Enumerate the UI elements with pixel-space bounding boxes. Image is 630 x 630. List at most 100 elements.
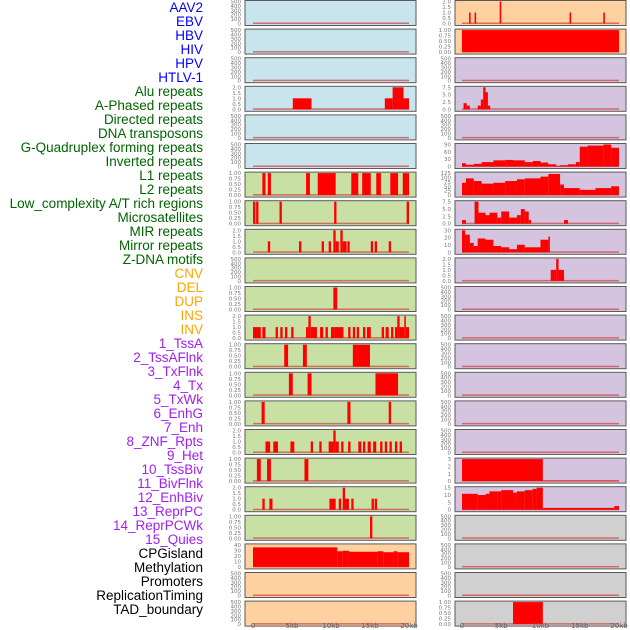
data-bar	[513, 602, 543, 625]
data-bar	[342, 550, 349, 567]
y-tick-label: 400	[441, 519, 452, 525]
y-tick-label: 500	[441, 114, 452, 120]
x-tick-label: 15kb	[571, 622, 589, 630]
data-bar	[497, 491, 502, 510]
panel-background	[244, 257, 417, 284]
panel-background	[454, 543, 627, 570]
data-bar	[501, 211, 510, 224]
data-bar	[483, 87, 486, 110]
baseline	[253, 22, 409, 24]
y-tick-label: 50	[444, 184, 451, 190]
data-bar	[477, 238, 486, 253]
panel-background	[454, 343, 627, 370]
data-bar	[345, 498, 349, 510]
panel-background	[244, 57, 417, 84]
track-label: Inverted repeats	[105, 154, 203, 169]
baseline	[253, 51, 409, 53]
data-bar	[348, 441, 351, 453]
baseline	[253, 480, 409, 482]
data-bar	[362, 441, 366, 453]
data-bar	[366, 327, 371, 339]
data-bar	[485, 92, 488, 110]
panel-background	[244, 314, 417, 341]
y-tick-label: 300	[231, 66, 242, 72]
y-tick-label: 1.0	[232, 239, 241, 245]
y-tick-label: 0.0	[442, 107, 451, 113]
y-tick-label: 200	[441, 385, 452, 391]
data-bar	[383, 552, 394, 567]
y-tick-label: 100	[441, 332, 452, 338]
y-tick-label: 100	[231, 132, 242, 138]
data-bar	[335, 241, 339, 253]
panel-background	[244, 600, 417, 627]
y-tick-label: 0.25	[229, 216, 242, 222]
y-tick-label: 1.0	[232, 497, 241, 503]
y-tick-label: 25	[444, 189, 451, 195]
y-tick-label: 300	[441, 523, 452, 529]
y-tick-label: 2.0	[232, 429, 241, 435]
y-tick-label: 300	[441, 380, 452, 386]
y-tick-label: 2.5	[442, 214, 451, 220]
y-tick-label: 0	[238, 594, 242, 600]
y-tick-label: 1.00	[229, 200, 242, 206]
data-bar	[394, 441, 398, 453]
data-bar	[569, 12, 572, 24]
y-tick-label: 0.00	[229, 365, 242, 371]
data-bar	[302, 344, 307, 367]
data-bar	[556, 258, 559, 281]
data-bar	[480, 99, 484, 110]
y-tick-label: 200	[231, 585, 242, 591]
y-tick-label: 0.0	[442, 222, 451, 228]
data-bar	[333, 287, 338, 310]
y-tick-label: 0	[238, 565, 242, 571]
data-bar	[371, 498, 374, 510]
data-bar	[306, 173, 310, 196]
data-bar	[328, 241, 331, 253]
y-tick-label: 0.0	[442, 22, 451, 28]
data-bar	[334, 201, 337, 224]
data-bar	[390, 173, 399, 196]
baseline	[253, 394, 409, 396]
data-bar	[505, 181, 517, 196]
baseline	[253, 422, 409, 425]
panel-background	[244, 457, 417, 484]
y-tick-label: 100	[441, 360, 452, 366]
panel-background	[454, 114, 627, 141]
data-bar	[267, 459, 271, 482]
y-tick-label: 0	[238, 279, 242, 285]
data-bar	[548, 164, 557, 167]
y-tick-label: 2.5	[442, 100, 451, 106]
data-bar	[384, 98, 393, 110]
data-bar	[489, 212, 498, 224]
y-tick-label: 1.0	[232, 96, 241, 102]
data-bar	[391, 327, 394, 339]
y-tick-label: 200	[231, 270, 242, 276]
y-tick-label: 0	[448, 79, 452, 85]
y-tick-label: 100	[231, 275, 242, 281]
data-bar	[333, 230, 336, 253]
y-tick-label: 100	[441, 303, 452, 309]
data-bar	[397, 552, 409, 567]
data-bar	[269, 498, 273, 510]
y-tick-label: 0.5	[232, 502, 241, 508]
data-bar	[550, 269, 557, 281]
data-bar	[567, 164, 576, 167]
baseline	[253, 79, 409, 82]
data-bar	[275, 327, 278, 339]
data-bar	[524, 178, 541, 196]
y-tick-label: 100	[441, 132, 452, 138]
x-tick-label: 20kb	[400, 622, 418, 630]
baseline	[462, 565, 619, 568]
y-tick-label: 200	[441, 299, 452, 305]
y-tick-label: 0.75	[229, 348, 242, 354]
y-tick-label: 500	[441, 371, 452, 377]
baseline	[462, 422, 619, 425]
data-bar	[358, 441, 362, 453]
panel-background	[244, 572, 417, 598]
track-label: 13_ReprPC	[132, 504, 203, 519]
track-label: Microsatellites	[117, 210, 203, 225]
track-label: 4_Tx	[172, 378, 203, 393]
y-tick-label: 0	[238, 165, 242, 171]
data-bar	[477, 495, 486, 510]
y-tick-label: 1.0	[442, 11, 451, 17]
